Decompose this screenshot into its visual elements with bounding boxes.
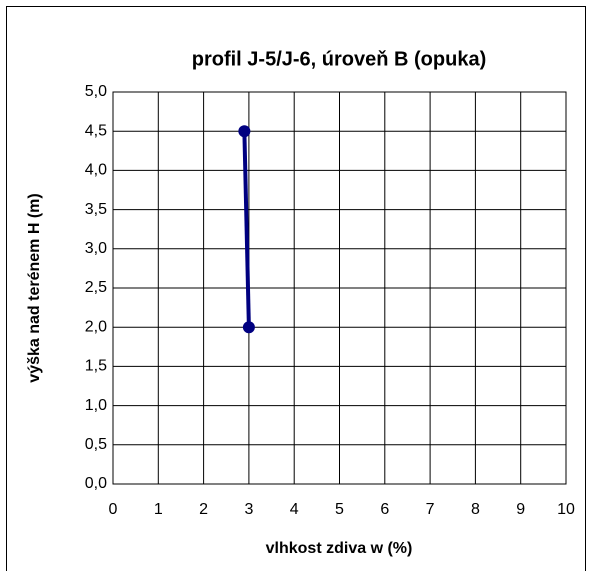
y-tick-label: 3,0 [85,240,107,257]
y-tick-label: 4,5 [85,122,107,139]
x-tick-label: 10 [557,501,575,518]
y-tick-label: 4,0 [85,162,107,179]
y-axis-label: výška nad terénem H (m) [26,193,43,382]
x-tick-label: 7 [426,501,435,518]
x-tick-label: 3 [244,501,253,518]
x-tick-label: 4 [290,501,299,518]
x-tick-label: 1 [154,501,163,518]
x-tick-label: 9 [516,501,525,518]
x-tick-label: 2 [199,501,208,518]
y-tick-label: 1,5 [85,358,107,375]
chart-title: profil J-5/J-6, úroveň B (opuka) [192,48,486,70]
x-tick-label: 0 [109,501,118,518]
x-tick-label: 6 [380,501,389,518]
y-tick-label: 0,5 [85,436,107,453]
data-point [238,125,251,138]
x-tick-label: 8 [471,501,480,518]
data-point [242,321,255,334]
y-tick-label: 2,5 [85,279,107,296]
y-tick-label: 3,5 [85,201,107,218]
series-line [242,131,251,328]
y-tick-label: 0,0 [85,475,107,492]
y-tick-label: 1,0 [85,397,107,414]
y-tick-label: 2,0 [85,318,107,335]
y-tick-label: 5,0 [85,83,107,100]
x-tick-label: 5 [335,501,344,518]
x-axis-label: vlhkost zdiva w (%) [266,540,413,557]
chart-frame [6,6,586,571]
plot-area [112,91,567,485]
